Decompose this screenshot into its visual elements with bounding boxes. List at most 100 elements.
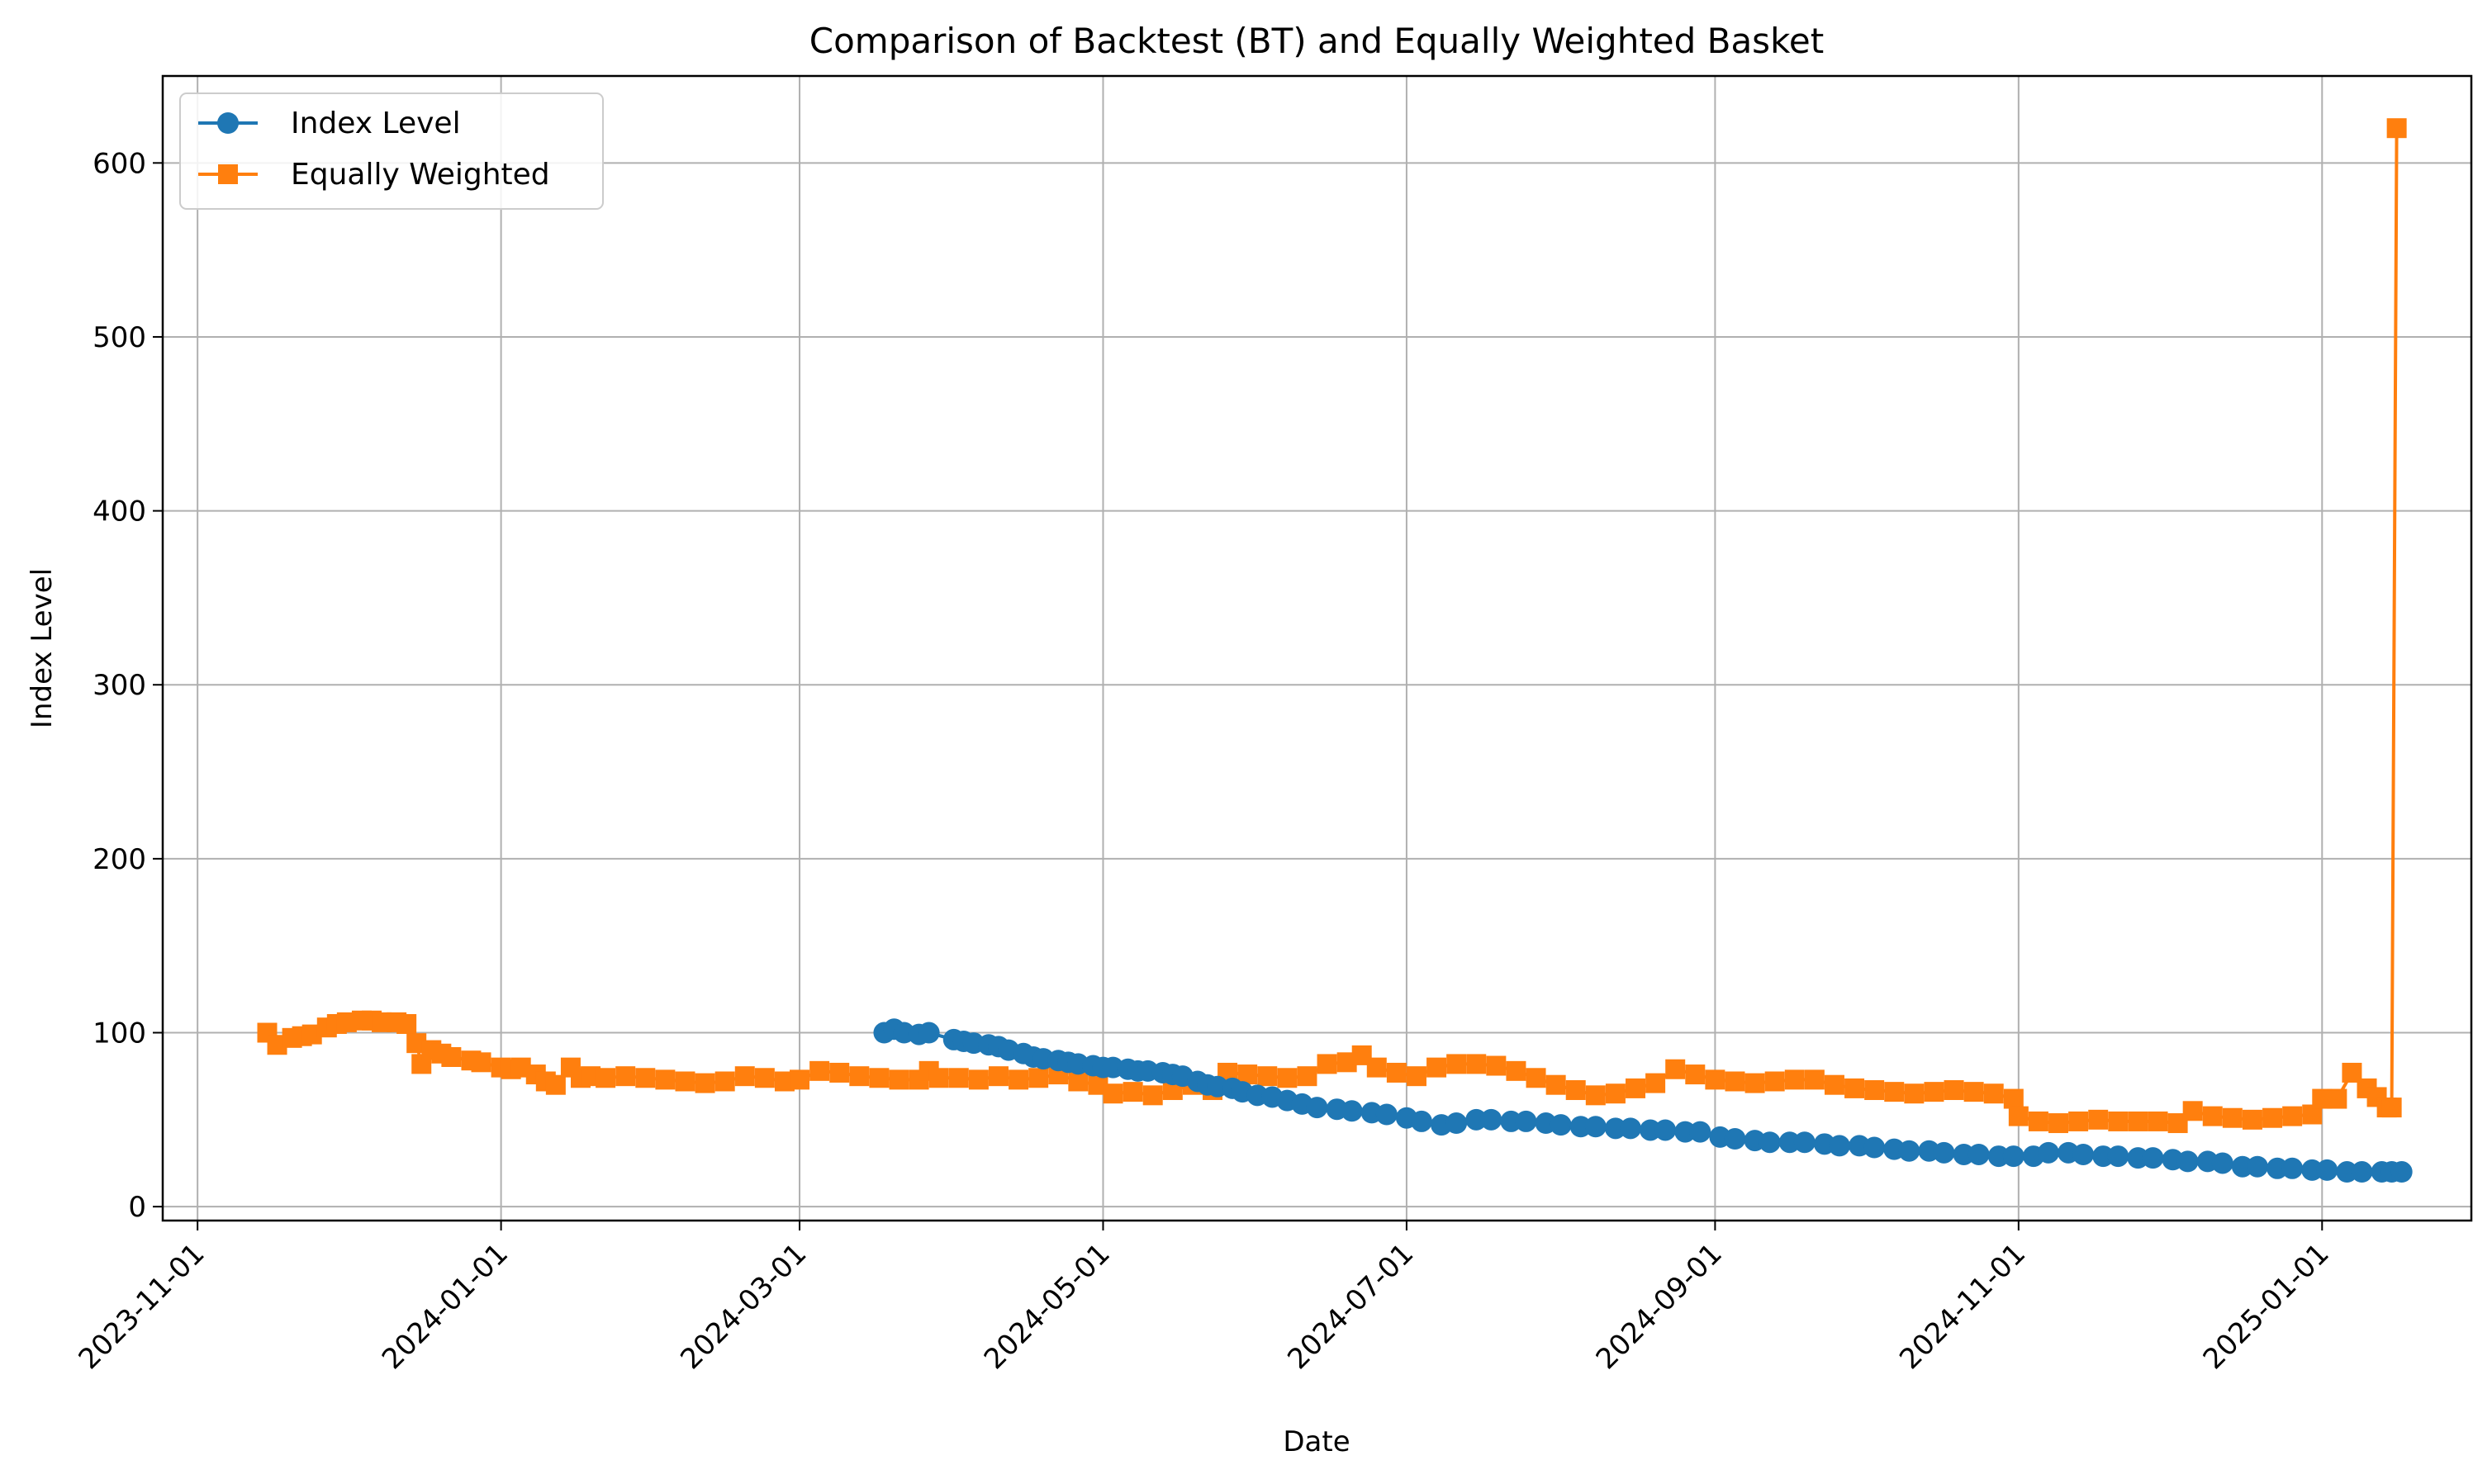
data-point [714, 1071, 735, 1092]
data-point [2327, 1088, 2347, 1109]
y-tick-label: 600 [93, 147, 146, 180]
data-point [889, 1069, 909, 1090]
data-point [1904, 1083, 1925, 1104]
data-point [1515, 1110, 1537, 1132]
data-point [2316, 1159, 2338, 1181]
data-point [928, 1068, 949, 1088]
data-point [2127, 1147, 2149, 1169]
data-point [2148, 1111, 2168, 1131]
data-point [1724, 1128, 1746, 1150]
data-point [1584, 1116, 1607, 1138]
data-point [2072, 1143, 2095, 1165]
data-point [869, 1068, 890, 1088]
plot-frame [161, 74, 2473, 1222]
y-tick-label: 500 [93, 321, 146, 354]
data-point [1465, 1108, 1488, 1131]
data-point [948, 1068, 969, 1088]
data-point [2281, 1157, 2304, 1179]
data-point [1844, 1078, 1865, 1098]
data-point [1277, 1068, 1298, 1088]
data-point [809, 1060, 830, 1081]
data-point [2142, 1147, 2164, 1169]
data-point [734, 1066, 755, 1087]
data-point [1804, 1069, 1825, 1090]
data-point [695, 1073, 715, 1093]
data-point [1987, 1145, 2010, 1168]
legend-marker-index-level [217, 112, 239, 134]
data-point [1963, 1082, 1984, 1102]
data-point [655, 1069, 676, 1090]
data-point [1341, 1100, 1363, 1122]
x-axis-label: Date [1283, 1425, 1350, 1458]
data-point [1103, 1083, 1123, 1104]
data-point [2028, 1111, 2048, 1131]
data-point [1863, 1136, 1886, 1159]
y-tick-label: 0 [128, 1191, 146, 1224]
data-point [988, 1066, 1009, 1087]
legend: Index Level Equally Weighted [179, 92, 604, 210]
data-point [1569, 1116, 1592, 1138]
data-point [2202, 1106, 2223, 1126]
data-point [1605, 1083, 1626, 1104]
data-point [1689, 1121, 1711, 1143]
data-point [1793, 1131, 1816, 1154]
data-point [1744, 1073, 1765, 1093]
data-point [1306, 1097, 1328, 1119]
data-point [1640, 1119, 1662, 1141]
data-point [2068, 1111, 2089, 1131]
data-point [1486, 1055, 1507, 1076]
legend-marker-equally-weighted [218, 164, 238, 184]
data-point [2336, 1161, 2358, 1183]
y-tick-label: 200 [93, 843, 146, 876]
data-point [2048, 1113, 2069, 1134]
data-point [2003, 1088, 2024, 1109]
chart-title: Comparison of Backtest (BT) and Equally … [809, 21, 1824, 61]
data-point [1944, 1080, 1964, 1101]
data-point [1759, 1131, 1781, 1154]
data-point [2301, 1159, 2323, 1181]
data-point [754, 1068, 775, 1088]
series-index-level [873, 1018, 2413, 1183]
data-point [2128, 1111, 2148, 1131]
data-point [1426, 1057, 1447, 1078]
data-point [1297, 1066, 1317, 1087]
data-point [2242, 1109, 2262, 1130]
data-point [2182, 1101, 2203, 1121]
data-point [1626, 1078, 1646, 1098]
data-point [2037, 1141, 2059, 1164]
data-point [1445, 1112, 1468, 1135]
data-point [1933, 1141, 1955, 1164]
data-point [1550, 1114, 1572, 1136]
data-point [829, 1062, 850, 1083]
data-point [1565, 1080, 1586, 1101]
data-point [2211, 1152, 2233, 1174]
data-point [2002, 1145, 2024, 1168]
data-point [1705, 1069, 1725, 1090]
data-point [1778, 1131, 1801, 1154]
data-point [1828, 1135, 1850, 1157]
data-point [1898, 1140, 1920, 1162]
data-point [1009, 1069, 1029, 1090]
data-point [1545, 1074, 1566, 1095]
data-point [471, 1052, 491, 1073]
data-point [1784, 1069, 1805, 1090]
data-point [1500, 1110, 1522, 1132]
data-point [441, 1047, 462, 1067]
data-point [1604, 1117, 1626, 1140]
data-point [2282, 1106, 2303, 1126]
data-point [1257, 1066, 1278, 1087]
series-equally-weighted [257, 118, 2407, 1134]
data-point [2390, 1161, 2413, 1183]
data-point [1480, 1108, 1502, 1131]
data-point [1884, 1082, 1905, 1102]
data-point [396, 1013, 417, 1034]
data-point [2267, 1157, 2289, 1179]
data-point [1685, 1064, 1706, 1085]
data-point [2008, 1106, 2029, 1126]
y-tick-label: 100 [93, 1017, 146, 1050]
grid-lines [163, 76, 2471, 1221]
legend-label-equally-weighted: Equally Weighted [291, 158, 550, 192]
data-point [2222, 1107, 2243, 1128]
data-point [1366, 1057, 1387, 1078]
